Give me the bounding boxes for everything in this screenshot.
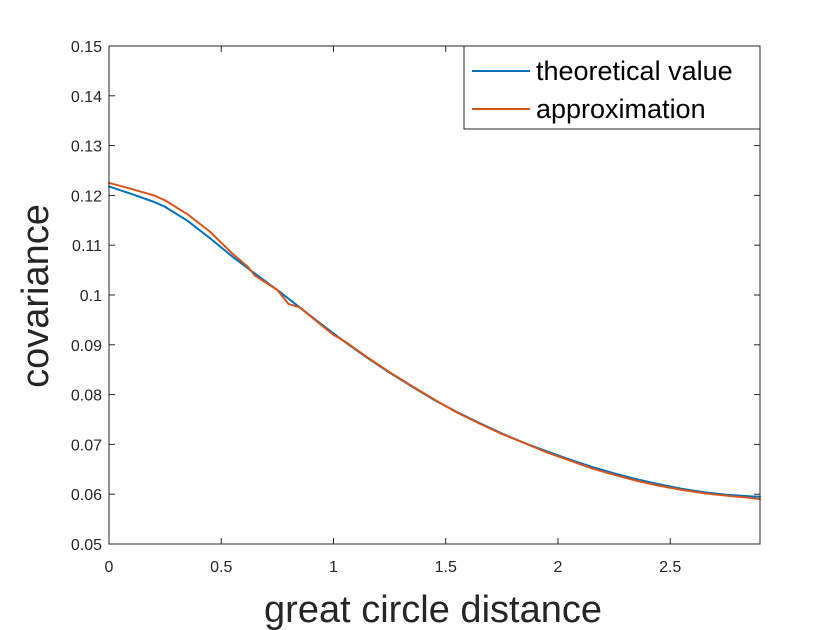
y-tick-label: 0.07	[71, 437, 102, 454]
x-tick-label: 2	[554, 559, 563, 576]
y-tick-label: 0.05	[71, 537, 102, 554]
x-axis-title: great circle distance	[264, 589, 602, 630]
x-tick-label: 0	[105, 559, 114, 576]
y-tick-label: 0.13	[71, 139, 102, 156]
legend-label-2: approximation	[536, 94, 706, 124]
y-tick-label: 0.06	[71, 487, 102, 504]
y-tick-label: 0.14	[71, 89, 102, 106]
y-tick-label: 0.12	[71, 188, 102, 205]
legend-label-1: theoretical value	[536, 56, 733, 86]
x-tick-label: 1.5	[435, 559, 457, 576]
series-line-2	[108, 181, 761, 501]
y-tick-label: 0.09	[71, 338, 102, 355]
legend-box	[463, 45, 761, 130]
y-tick-label: 0.08	[71, 388, 102, 405]
x-tick-label: 1	[329, 559, 338, 576]
x-tick-label: 0.5	[210, 559, 232, 576]
y-tick-label: 0.1	[80, 288, 102, 305]
y-tick-label: 0.11	[72, 238, 102, 255]
y-axis-title: covariance	[15, 204, 57, 388]
x-tick-label: 2.5	[659, 559, 681, 576]
y-tick-label: 0.15	[71, 39, 102, 56]
legend: theoretical value approximation	[463, 45, 761, 130]
